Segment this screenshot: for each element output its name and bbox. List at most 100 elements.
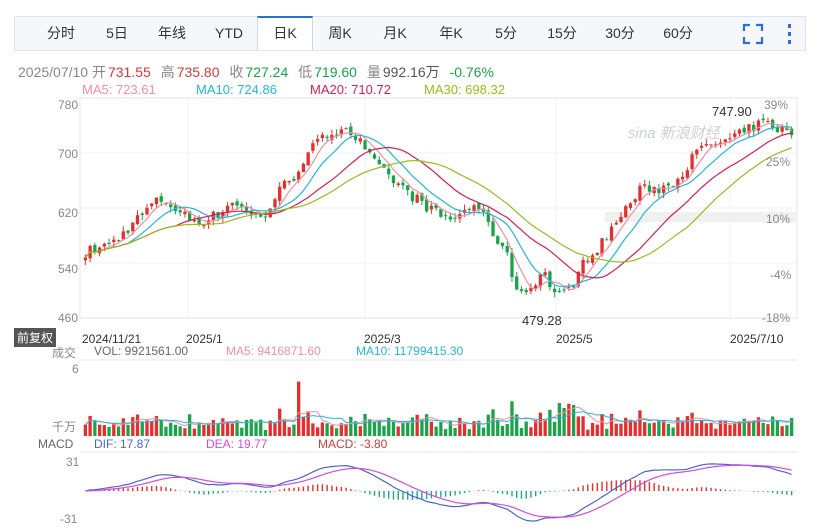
volume-bar [410, 417, 415, 436]
volume-bar [315, 427, 320, 436]
candle [150, 203, 154, 207]
volume-bar [249, 419, 253, 436]
candle [491, 221, 495, 237]
volume-bar [704, 423, 708, 436]
price-adjust-badge[interactable]: 前复权 [14, 328, 57, 347]
volume-bar [173, 424, 178, 436]
candle [102, 243, 106, 247]
volume-bar [202, 424, 206, 436]
volume-bar [515, 414, 519, 436]
volume-bar [538, 412, 543, 436]
legend-ma20: MA20: 710.72 [310, 82, 391, 97]
candle [780, 127, 784, 132]
volume-bar [685, 416, 690, 436]
candle [496, 236, 500, 244]
volume-bar [145, 420, 149, 436]
tab-year-line[interactable]: 年线 [158, 25, 186, 41]
tab-60min[interactable]: 60分 [663, 25, 693, 41]
fullscreen-icon[interactable] [742, 23, 764, 50]
candle [529, 287, 533, 292]
volume-bar [737, 421, 742, 436]
tab-monthly-k[interactable]: 月K [383, 25, 407, 41]
volume-bar [230, 423, 234, 436]
candle [609, 226, 614, 241]
tab-5min[interactable]: 5分 [495, 25, 517, 41]
volume-bar [235, 420, 239, 436]
tab-daily-k[interactable]: 日K [257, 16, 313, 50]
candle [562, 289, 566, 291]
volume-bar [761, 422, 765, 436]
volume-bar [595, 424, 599, 436]
volume-bar [169, 422, 173, 436]
volume-bar [548, 409, 552, 436]
tab-weekly-k[interactable]: 周K [328, 25, 352, 41]
volume-bar [93, 421, 97, 436]
close-value: 727.24 [245, 64, 289, 80]
volume-bar [529, 427, 533, 436]
pct-tick-neg18: -18% [762, 311, 791, 325]
volume-bar [121, 418, 125, 436]
volume-bar [491, 409, 495, 436]
volume-bar [742, 418, 746, 436]
tab-ytd[interactable]: YTD [215, 25, 243, 41]
y-tick-780: 780 [58, 98, 79, 112]
volume-bar [429, 421, 434, 436]
volume-bar [676, 417, 680, 436]
volume-bar [581, 416, 585, 436]
candle [292, 178, 296, 181]
volume-bar [448, 420, 453, 436]
volume-bar [500, 425, 505, 436]
tab-yearly-k[interactable]: 年K [439, 25, 463, 41]
volume-bar [387, 417, 391, 436]
y-tick-700: 700 [58, 147, 79, 161]
candle [420, 193, 424, 201]
candle [358, 138, 362, 142]
candle [211, 211, 216, 221]
volume-bar [372, 421, 377, 436]
volume-bar [377, 420, 381, 436]
candle [415, 194, 419, 203]
legend-ma30: MA30: 698.32 [424, 82, 505, 97]
candle [695, 149, 699, 155]
quote-date: 2025/07/10 [18, 64, 89, 80]
candle [728, 138, 732, 140]
volume-bar [609, 413, 614, 436]
volume-bar [187, 414, 192, 436]
candle [453, 217, 457, 219]
volume-bar [709, 422, 713, 436]
volume-bar [747, 420, 751, 436]
volume-bar [680, 421, 685, 436]
candle [709, 144, 713, 146]
candle [410, 191, 415, 202]
volume-bar [576, 416, 580, 436]
volume-bar [695, 423, 699, 436]
candle [216, 212, 220, 218]
price-band [605, 212, 797, 222]
candle [254, 212, 258, 215]
volume-bar [150, 421, 154, 436]
volume-bar [619, 423, 623, 436]
volume-bar [126, 424, 130, 436]
x-label-4: 2025/5 [556, 332, 593, 346]
more-vertical-icon[interactable] [785, 23, 795, 50]
tab-5day[interactable]: 5日 [106, 25, 128, 41]
volume-bar [439, 421, 443, 436]
macd-legend-macd: MACD: -3.80 [318, 437, 388, 451]
candle [387, 168, 391, 175]
volume-bar [552, 421, 557, 436]
candle [448, 216, 453, 220]
candle [718, 142, 723, 145]
candle [761, 118, 765, 121]
volume-bar [240, 427, 244, 436]
candle [548, 271, 552, 288]
candle [467, 208, 471, 210]
candle [481, 208, 486, 212]
tab-15min[interactable]: 15分 [547, 25, 577, 41]
candle [401, 182, 405, 186]
candle [349, 126, 353, 136]
volume-bar [505, 424, 509, 436]
tab-30min[interactable]: 30分 [605, 25, 635, 41]
tab-intraday[interactable]: 分时 [47, 25, 75, 41]
candle [244, 206, 249, 211]
